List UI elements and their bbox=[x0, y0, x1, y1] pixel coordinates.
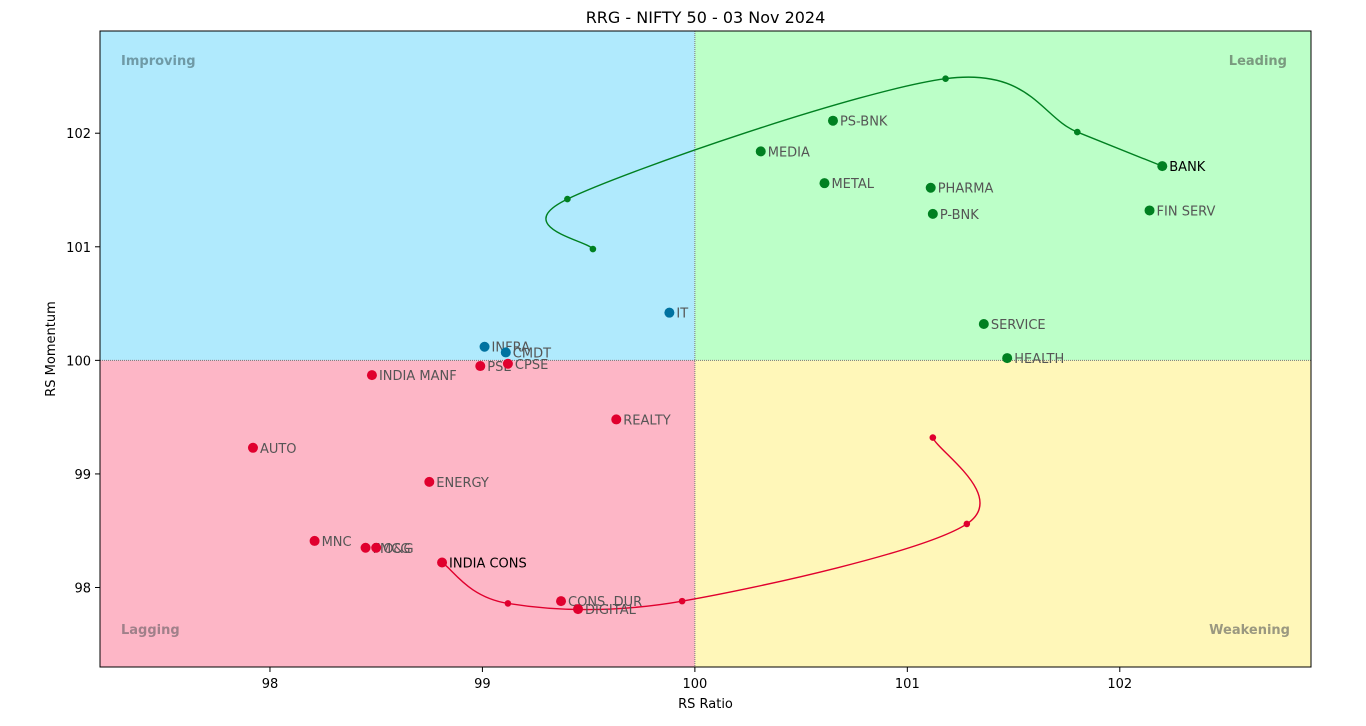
quadrant-label-leading: Leading bbox=[1229, 54, 1287, 69]
point-service bbox=[978, 319, 989, 330]
x-tick-label: 98 bbox=[262, 677, 279, 692]
point-o-g bbox=[371, 542, 382, 553]
point-label-fin-serv: FIN SERV bbox=[1157, 204, 1216, 219]
point-it bbox=[664, 307, 675, 318]
x-tick-label: 102 bbox=[1107, 677, 1132, 692]
y-tick-label: 100 bbox=[66, 354, 91, 369]
center-lines bbox=[100, 31, 1311, 667]
quadrant-lagging bbox=[100, 360, 695, 667]
y-axis-ticks: 98 99 100 101 102 bbox=[66, 127, 100, 597]
point-cons-dur bbox=[556, 596, 567, 607]
chart-title: RRG - NIFTY 50 - 03 Nov 2024 bbox=[586, 8, 826, 27]
data-points: PS-BNK MEDIA METAL PHARMA P-BNK FIN SERV SERVI… bbox=[247, 115, 1216, 618]
point-label-media: MEDIA bbox=[768, 145, 810, 160]
point-mnc bbox=[309, 535, 320, 546]
trail-line-india-cons bbox=[441, 437, 981, 611]
quadrant-improving bbox=[100, 31, 695, 361]
point-label-digital: DIGITAL bbox=[585, 603, 637, 618]
point-cmdt bbox=[500, 347, 511, 358]
trail-label-india-cons: INDIA CONS bbox=[449, 557, 527, 572]
point-infra bbox=[479, 341, 490, 352]
trail-head-point bbox=[1157, 161, 1168, 172]
point-label-auto: AUTO bbox=[260, 442, 297, 457]
point-label-mnc: MNC bbox=[322, 535, 352, 550]
y-tick-label: 102 bbox=[66, 127, 91, 142]
y-tick-label: 99 bbox=[74, 468, 91, 483]
point-pharma bbox=[925, 182, 936, 193]
point-fmcg bbox=[360, 542, 371, 553]
point-label-p-bnk: P-BNK bbox=[940, 208, 979, 223]
point-label-fmcg: FMCG bbox=[373, 542, 411, 557]
quadrant-leading bbox=[694, 31, 1311, 361]
point-ps-bnk bbox=[827, 115, 838, 126]
point-label-pharma: PHARMA bbox=[938, 182, 994, 197]
point-health bbox=[1002, 353, 1013, 364]
point-pse bbox=[475, 361, 486, 372]
trail-point bbox=[942, 75, 949, 82]
point-label-metal: METAL bbox=[831, 177, 874, 192]
trail-head-point bbox=[437, 557, 448, 568]
y-tick-label: 98 bbox=[74, 582, 91, 597]
trail-point bbox=[589, 245, 597, 253]
point-realty bbox=[611, 414, 622, 425]
trail-label-bank: BANK bbox=[1169, 160, 1206, 175]
point-label-cmdt: CMDT bbox=[513, 346, 551, 361]
x-axis-label: RS Ratio bbox=[678, 697, 733, 712]
point-digital bbox=[573, 604, 584, 615]
point-fin-serv bbox=[1144, 205, 1155, 216]
x-tick-label: 99 bbox=[474, 677, 491, 692]
trail-point bbox=[1073, 128, 1081, 136]
point-label-service: SERVICE bbox=[991, 318, 1046, 333]
point-media bbox=[755, 146, 766, 157]
point-label-cpse: CPSE bbox=[515, 358, 548, 373]
point-p-bnk bbox=[927, 208, 938, 219]
point-auto bbox=[247, 442, 258, 453]
point-label-realty: REALTY bbox=[623, 413, 671, 428]
trail-point bbox=[963, 520, 971, 528]
trail-point bbox=[564, 195, 571, 203]
x-tick-label: 100 bbox=[682, 677, 707, 692]
point-label-o-g: O&G bbox=[383, 542, 413, 557]
point-cpse bbox=[502, 358, 513, 369]
quadrant-backgrounds bbox=[100, 31, 1311, 667]
quadrant-weakening bbox=[694, 360, 1311, 667]
point-label-health: HEALTH bbox=[1014, 352, 1064, 367]
point-label-energy: ENERGY bbox=[436, 476, 489, 491]
point-label-cons-dur: CONS. DUR bbox=[568, 595, 642, 610]
point-energy bbox=[424, 476, 435, 487]
x-tick-label: 101 bbox=[895, 677, 920, 692]
trails: BANK INDIA CONS bbox=[437, 75, 1206, 611]
trail-point bbox=[929, 434, 937, 441]
quadrant-label-weakening: Weakening bbox=[1209, 623, 1290, 638]
point-label-it: IT bbox=[676, 307, 688, 322]
quadrant-label-lagging: Lagging bbox=[121, 623, 180, 638]
point-label-india-manf: INDIA MANF bbox=[379, 369, 457, 384]
x-axis-ticks: 98 99 100 101 102 bbox=[262, 667, 1132, 692]
quadrant-labels: Improving Leading Lagging Weakening bbox=[121, 54, 1290, 638]
point-label-ps-bnk: PS-BNK bbox=[840, 115, 888, 130]
point-metal bbox=[819, 178, 830, 189]
trail-point bbox=[678, 597, 686, 605]
plot-frame bbox=[99, 30, 1312, 668]
y-tick-label: 101 bbox=[66, 241, 91, 256]
trail-point bbox=[504, 600, 512, 607]
quadrant-label-improving: Improving bbox=[121, 54, 196, 69]
point-india-manf bbox=[366, 370, 377, 381]
y-axis-label: RS Momentum bbox=[44, 301, 59, 397]
